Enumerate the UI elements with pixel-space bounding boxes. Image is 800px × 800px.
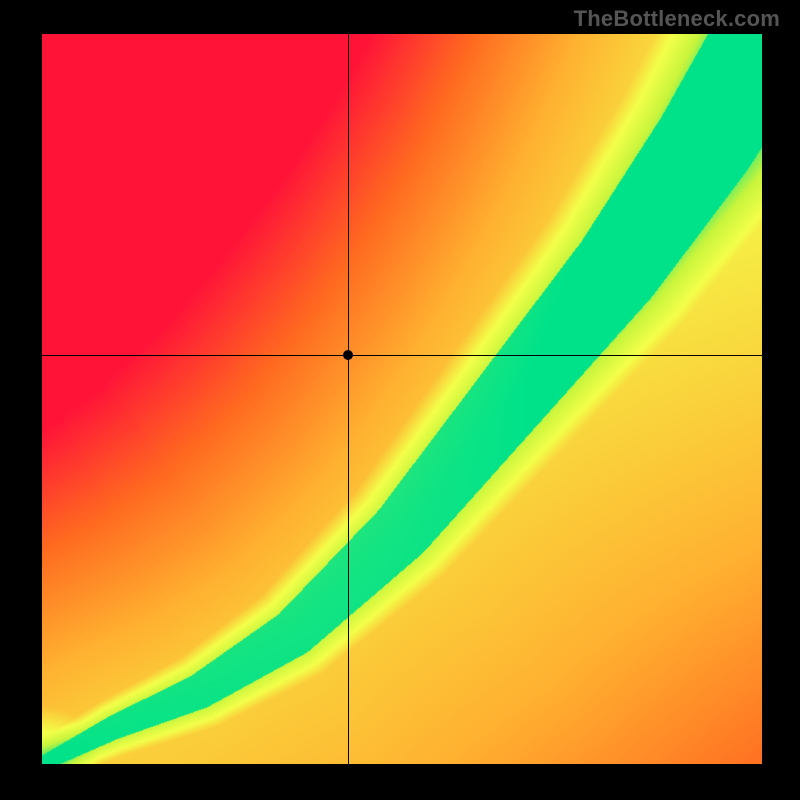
heatmap-canvas xyxy=(42,34,762,764)
crosshair-horizontal xyxy=(42,355,762,356)
plot-area xyxy=(42,34,762,764)
crosshair-vertical xyxy=(348,34,349,764)
watermark-text: TheBottleneck.com xyxy=(574,6,780,32)
chart-container: TheBottleneck.com xyxy=(0,0,800,800)
